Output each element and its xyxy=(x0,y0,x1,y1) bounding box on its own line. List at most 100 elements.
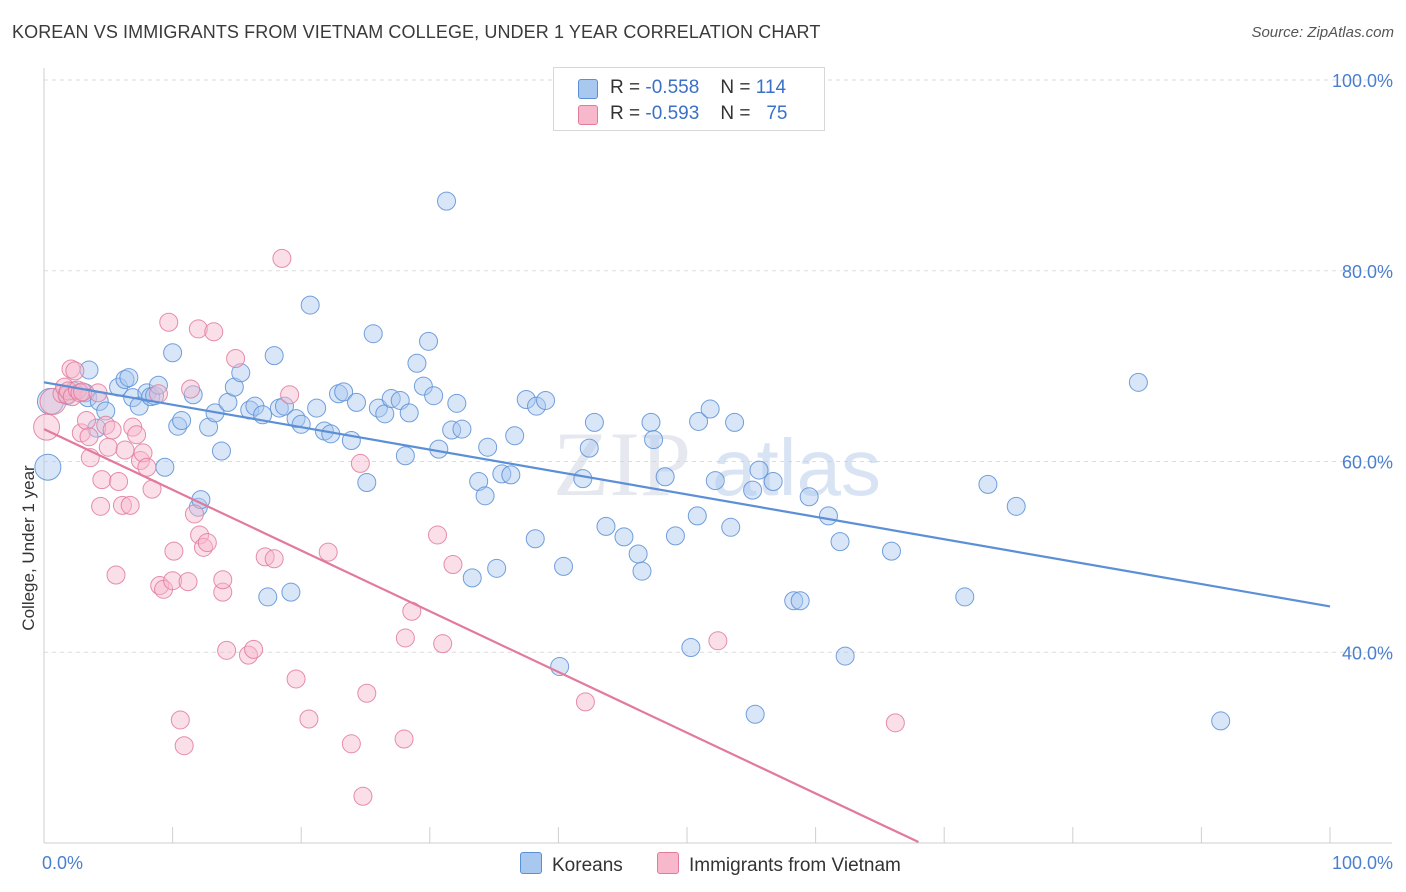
korean-point xyxy=(424,386,444,406)
source-label: Source: ZipAtlas.com xyxy=(1251,24,1394,41)
vietnam-point xyxy=(280,385,300,405)
vietnam-point xyxy=(238,645,258,665)
y-axis-label: College, Under 1 year xyxy=(19,465,38,631)
tick-labels: 40.0% 60.0% 80.0% 100.0% 0.0% 100.0% xyxy=(42,71,1393,873)
korean-point xyxy=(784,591,804,611)
series-swatch-koreans xyxy=(520,852,542,874)
legend-n-value: 75 xyxy=(766,103,788,124)
series-legend-vietnam: Immigrants from Vietnam xyxy=(657,852,901,877)
korean-point xyxy=(168,416,188,436)
korean-point xyxy=(763,472,783,492)
korean-point xyxy=(955,587,975,607)
vietnam-point xyxy=(428,525,448,545)
korean-point xyxy=(665,526,685,546)
vietnam-point xyxy=(395,628,415,648)
korean-point xyxy=(155,457,175,477)
korean-point xyxy=(357,472,377,492)
korean-point xyxy=(231,363,251,383)
grid-lines xyxy=(44,79,1392,653)
korean-point xyxy=(579,438,599,458)
korean-point xyxy=(830,532,850,552)
korean-point xyxy=(536,390,556,410)
vietnam-point xyxy=(708,631,728,651)
legend-r-value: -0.558 xyxy=(645,77,700,98)
korean-point xyxy=(258,587,278,607)
korean-point xyxy=(687,506,707,526)
vietnam-point xyxy=(65,361,85,381)
legend-swatch-vietnam xyxy=(578,105,598,125)
vietnam-point xyxy=(98,437,118,457)
data-points xyxy=(33,191,1231,806)
korean-point xyxy=(689,411,709,431)
korean-point xyxy=(681,637,701,657)
korean-point xyxy=(745,704,765,724)
vietnam-point xyxy=(112,495,132,515)
korean-point xyxy=(452,419,472,439)
korean-point xyxy=(614,527,634,547)
series-label-koreans: Koreans xyxy=(552,855,623,876)
legend-r-label: R = xyxy=(610,103,641,124)
vietnam-point xyxy=(190,525,210,545)
korean-point xyxy=(628,544,648,564)
vietnam-point xyxy=(127,425,147,445)
korean-point xyxy=(705,471,725,491)
vietnam-point xyxy=(184,504,204,524)
vietnam-point xyxy=(109,472,129,492)
axes xyxy=(43,68,1392,844)
korean-point xyxy=(1006,496,1026,516)
korean-point xyxy=(307,398,327,418)
korean-point xyxy=(478,437,498,457)
vietnam-point xyxy=(164,541,184,561)
korean-point xyxy=(749,460,769,480)
korean-point xyxy=(525,529,545,549)
korean-point xyxy=(264,346,284,366)
vietnam-point xyxy=(115,440,135,460)
vietnam-point xyxy=(106,565,126,585)
vietnam-point xyxy=(226,348,246,368)
vietnam-point xyxy=(394,729,414,749)
korean-point xyxy=(469,472,489,492)
series-swatch-vietnam xyxy=(657,852,679,874)
vietnam-point xyxy=(133,443,153,463)
korean-point xyxy=(573,469,593,489)
korean-point xyxy=(743,480,763,500)
legend-text-koreans: R = -0.558 N = 114 xyxy=(610,77,786,99)
vietnam-point xyxy=(575,692,595,712)
korean-point xyxy=(655,467,675,487)
korean-point xyxy=(462,568,482,588)
korean-point xyxy=(505,426,525,446)
correlation-legend: R = -0.558 N = 114 R = -0.593 N = 75 xyxy=(553,67,825,131)
vietnam-point xyxy=(357,683,377,703)
y-tick-label: 80.0% xyxy=(1342,262,1393,282)
korean-point xyxy=(437,191,457,211)
korean-point xyxy=(172,410,192,430)
legend-swatch-koreans xyxy=(578,79,598,99)
korean-point xyxy=(224,377,244,397)
vietnam-point xyxy=(188,319,208,339)
korean-point xyxy=(447,393,467,413)
vietnam-point xyxy=(159,312,179,332)
vietnam-point xyxy=(163,571,183,591)
korean-point xyxy=(413,376,433,396)
korean-point xyxy=(274,396,294,416)
korean-point xyxy=(721,517,741,537)
vietnam-point xyxy=(350,453,370,473)
vietnam-point xyxy=(264,549,284,569)
watermark-zip: ZIP xyxy=(553,413,691,515)
legend-text-vietnam: R = -0.593 N = 75 xyxy=(610,103,787,125)
watermark-atlas: atlas xyxy=(712,423,881,512)
vietnam-point xyxy=(443,555,463,575)
korean-point xyxy=(527,396,547,416)
vietnam-point xyxy=(272,248,292,268)
vietnam-point xyxy=(76,410,96,430)
korean-point xyxy=(442,420,462,440)
korean-point xyxy=(725,412,745,432)
vietnam-point xyxy=(150,575,170,595)
korean-point xyxy=(211,441,231,461)
vietnam-point xyxy=(92,470,112,490)
legend-n-value: 114 xyxy=(755,77,787,98)
series-legend-koreans: Koreans xyxy=(520,852,623,877)
y-tick-label: 40.0% xyxy=(1342,643,1393,663)
vietnam-point xyxy=(174,736,194,756)
korean-point xyxy=(334,382,354,402)
